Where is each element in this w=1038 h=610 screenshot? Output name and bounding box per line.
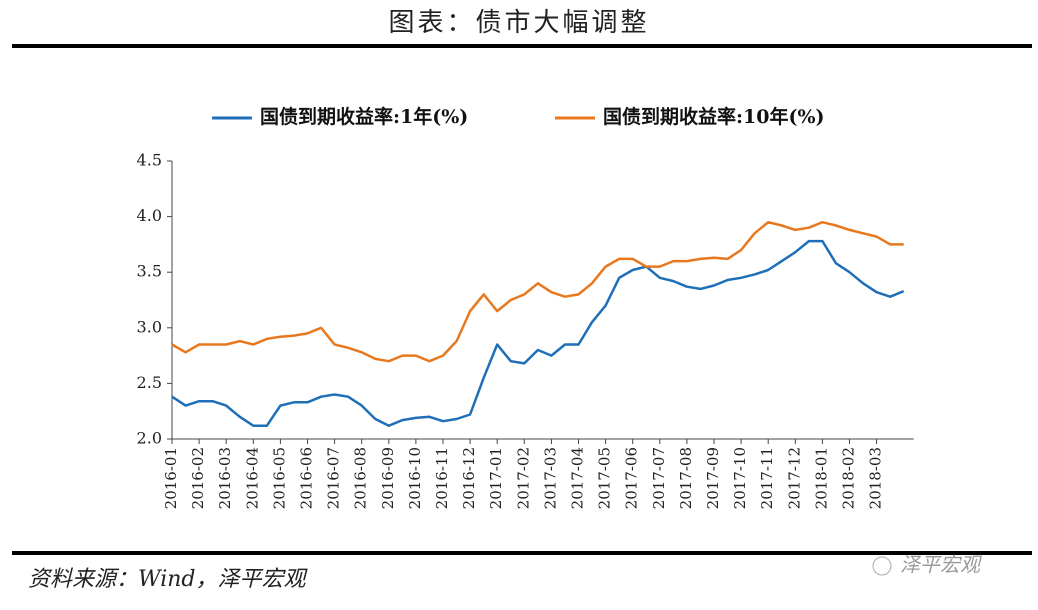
y-tick-label: 2.0: [137, 429, 162, 448]
watermark: 泽平宏观: [900, 553, 982, 577]
watermark-icon: [872, 556, 892, 576]
x-tick-label: 2016-11: [433, 447, 451, 509]
y-tick-label: 4.5: [137, 151, 162, 170]
x-tick-label: 2018-01: [812, 447, 830, 509]
x-tick-label: 2016-03: [216, 447, 234, 509]
x-tick-label: 2017-11: [758, 447, 776, 509]
x-tick-label: 2016-10: [406, 447, 424, 509]
x-tick-label: 2016-01: [162, 447, 180, 509]
y-tick-label: 4.0: [137, 206, 162, 225]
x-tick-label: 2017-07: [650, 447, 668, 509]
x-tick-label: 2018-02: [840, 447, 858, 509]
series-line: [171, 239, 905, 427]
x-tick-label: 2016-08: [352, 447, 370, 509]
x-tick-label: 2017-03: [541, 447, 559, 509]
x-tick-label: 2017-09: [704, 447, 722, 509]
bottom-rule: [12, 551, 1032, 555]
source-note: 资料来源：Wind，泽平宏观: [28, 567, 309, 592]
x-tick-label: 2017-08: [677, 447, 695, 509]
x-tick-label: 2017-04: [569, 447, 587, 509]
x-tick-label: 2018-03: [867, 447, 885, 509]
x-tick-label: 2016-12: [460, 447, 478, 509]
x-tick-label: 2017-10: [731, 447, 749, 509]
x-tick-label: 2016-07: [325, 447, 343, 509]
x-tick-label: 2016-09: [379, 447, 397, 509]
y-tick-label: 3.0: [137, 317, 162, 336]
series-line: [171, 220, 904, 363]
y-tick-label: 3.5: [137, 262, 162, 281]
top-rule: [12, 44, 1032, 48]
y-tick-label: 2.5: [137, 373, 162, 392]
legend-label: 国债到期收益率:1年(%): [260, 105, 468, 128]
x-tick-label: 2017-01: [487, 447, 505, 509]
x-tick-label: 2017-02: [514, 447, 532, 509]
x-tick-label: 2017-06: [623, 447, 641, 509]
x-tick-label: 2017-12: [785, 447, 803, 509]
x-tick-label: 2016-05: [270, 447, 288, 509]
x-tick-label: 2016-06: [298, 447, 316, 509]
x-tick-label: 2017-05: [596, 447, 614, 509]
x-tick-label: 2016-02: [189, 447, 207, 509]
page-title: 图表：债市大幅调整: [388, 8, 649, 38]
legend-label: 国债到期收益率:10年(%): [603, 105, 825, 128]
x-tick-label: 2016-04: [243, 447, 261, 509]
